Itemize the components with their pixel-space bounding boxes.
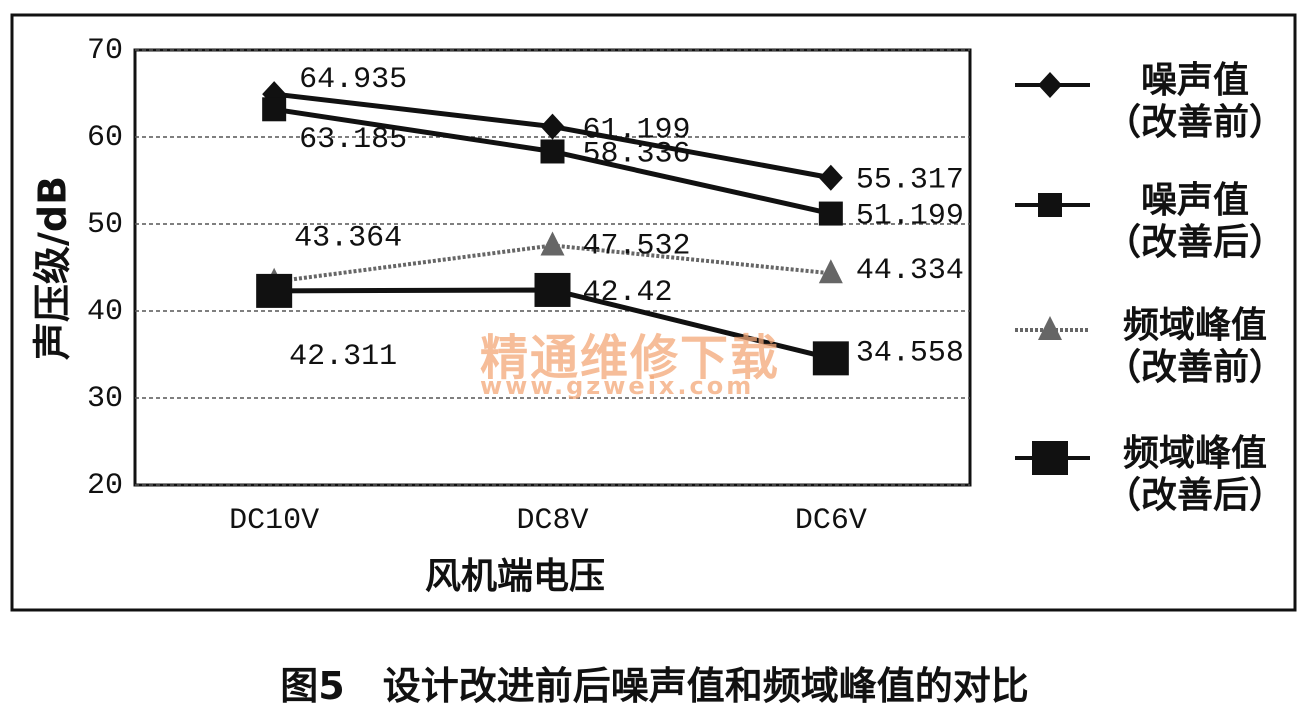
- y-tick-label: 40: [87, 295, 123, 329]
- x-tick-label: DC10V: [229, 504, 319, 538]
- data-label: 58.336: [583, 137, 691, 171]
- data-label: 55.317: [856, 164, 964, 198]
- data-label: 34.558: [856, 336, 964, 370]
- data-label: 42.311: [289, 340, 397, 374]
- caption: 图5 设计改进前后噪声值和频域峰值的对比: [280, 664, 1029, 708]
- x-tick-label: DC8V: [516, 504, 588, 538]
- legend-marker: [1038, 72, 1062, 98]
- legend-label: 噪声值（改善后）: [1104, 180, 1285, 263]
- watermark-url: www.gzweix.com: [480, 372, 755, 400]
- y-tick-label: 30: [87, 382, 123, 416]
- marker: [534, 272, 571, 307]
- legend-marker: [1038, 316, 1062, 340]
- y-tick-label: 50: [87, 208, 123, 242]
- data-label: 44.334: [856, 254, 964, 288]
- marker: [818, 201, 843, 226]
- marker: [540, 113, 565, 140]
- outer-frame: [10, 13, 1297, 612]
- data-label: 51.199: [856, 199, 964, 233]
- legend-label: 噪声值（改善前）: [1104, 60, 1285, 143]
- data-label: 47.532: [583, 229, 691, 263]
- y-tick-label: 70: [87, 34, 123, 68]
- data-label: 43.364: [294, 222, 402, 256]
- plot-frame: [133, 48, 972, 487]
- y-axis-title: 声压级/dB: [31, 176, 75, 360]
- y-tick-label: 60: [87, 121, 123, 155]
- data-label: 64.935: [299, 63, 407, 97]
- legend-marker: [1032, 441, 1068, 475]
- x-axis-title: 风机端电压: [425, 556, 605, 597]
- marker: [256, 273, 293, 308]
- marker: [812, 341, 849, 376]
- marker: [818, 164, 843, 191]
- data-label: 63.185: [299, 123, 407, 157]
- legend-label: 频域峰值（改善前）: [1104, 305, 1285, 388]
- marker: [540, 139, 565, 164]
- y-tick-label: 20: [87, 469, 123, 503]
- data-label: 42.42: [583, 276, 673, 310]
- watermark: 精通维修下载: [480, 330, 781, 386]
- legend-marker: [1038, 193, 1062, 217]
- legend-label: 频域峰值（改善后）: [1104, 433, 1285, 516]
- data-label: 61.199: [583, 113, 691, 147]
- marker: [540, 231, 565, 256]
- marker: [818, 259, 843, 284]
- x-tick-label: DC6V: [795, 504, 867, 538]
- marker: [262, 97, 287, 122]
